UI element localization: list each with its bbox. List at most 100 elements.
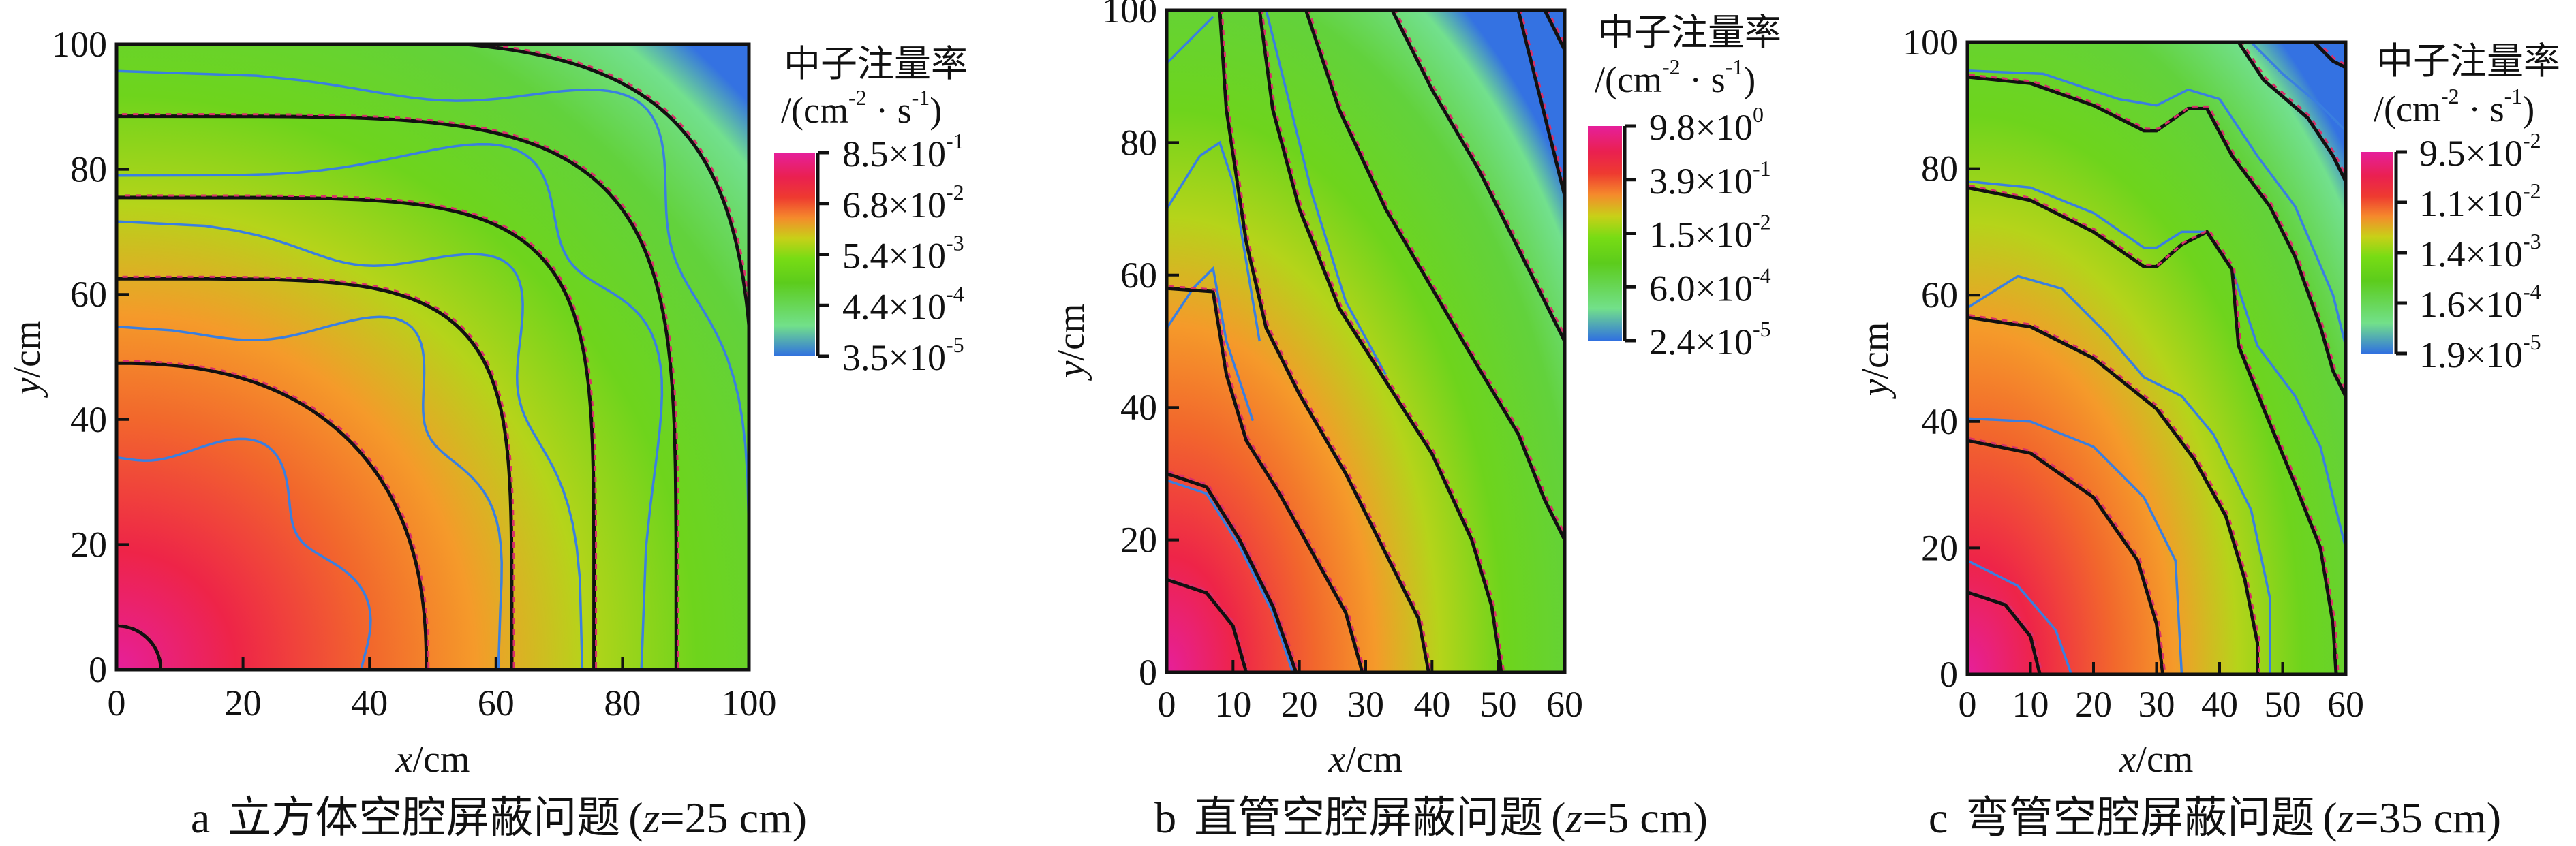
contour-black <box>1967 185 2338 674</box>
x-tick-label: 0 <box>108 683 126 723</box>
contour-blue <box>1967 180 2346 548</box>
colorbar-tick-label: 9.8×100 <box>1649 102 1764 148</box>
y-tick-label: 60 <box>70 274 107 315</box>
contour-black <box>1304 10 1565 541</box>
caption-title: 直管空腔屏蔽问题 <box>1194 794 1543 842</box>
caption-paren: ( <box>2322 794 2337 842</box>
x-tick-label: 20 <box>1281 684 1318 725</box>
colorbar-tick-label: 1.4×10-3 <box>2419 229 2541 275</box>
unit-part: /(cm <box>1595 59 1662 100</box>
contour-blue <box>117 315 503 670</box>
y-axis-label: y/cm <box>1854 322 1897 400</box>
heatmap-field <box>1967 42 2346 674</box>
colorbar-tick-exponent: -4 <box>946 281 964 306</box>
colorbar-tick-exponent: -5 <box>1753 317 1771 341</box>
colorbar-tick-label: 2.4×10-5 <box>1649 317 1771 362</box>
contour-dashed <box>118 360 430 668</box>
panel-c: 0 10 20 30 40 50 60020406080100x/cmy/cm中子注量率/(… <box>1854 22 2560 842</box>
unit-part: · s <box>867 90 912 131</box>
colorbar-tick-mantissa: 1.4×10 <box>2419 234 2523 275</box>
x-axis-label: x/cm <box>2119 738 2194 781</box>
x-tick-label: 40 <box>351 683 388 723</box>
caption-letter: b <box>1154 794 1176 842</box>
x-axis-unit: /cm <box>2136 738 2193 781</box>
y-tick-label: 100 <box>52 24 107 65</box>
colorbar-tick-label: 1.1×10-2 <box>2419 178 2541 224</box>
y-tick-label: 80 <box>1921 148 1958 189</box>
y-axis-label: y/cm <box>1050 304 1092 381</box>
y-axis-var: y <box>6 377 48 398</box>
y-axis-unit: /cm <box>1854 322 1897 379</box>
colorbar-tick-mantissa: 1.9×10 <box>2419 334 2523 375</box>
contour-black <box>1167 286 1364 672</box>
y-tick-label: 40 <box>1921 401 1958 442</box>
caption-letter: a <box>191 794 210 842</box>
unit-part: · s <box>1681 59 1726 100</box>
contour-black <box>2237 42 2346 183</box>
x-tick-label: 20 <box>225 683 262 723</box>
contour-black <box>1967 75 2346 397</box>
contour-lines <box>1967 42 2346 674</box>
contour-black <box>443 44 749 346</box>
colorbar-tick-mantissa: 4.4×10 <box>842 286 946 327</box>
colorbar-gradient <box>2361 152 2393 354</box>
unit-exponent: -2 <box>848 85 867 110</box>
contour-black <box>1218 10 1430 672</box>
caption-title: 弯管空腔屏蔽问题 <box>1965 794 2314 842</box>
panel-caption: c 弯管空腔屏蔽问题 (z=35 cm) <box>1929 794 2501 842</box>
colorbar-tick-label: 1.9×10-5 <box>2419 330 2541 375</box>
colorbar-tick-exponent: -4 <box>2523 279 2541 304</box>
panel-caption: a 立方体空腔屏蔽问题 (z=25 cm) <box>191 794 807 842</box>
contour-blue <box>1265 10 1387 375</box>
x-axis-var: x <box>2119 738 2136 781</box>
x-tick-label: 0 <box>1959 684 1977 725</box>
x-tick-label: 30 <box>2138 684 2175 725</box>
colorbar-tick-exponent: -3 <box>2523 229 2541 253</box>
x-tick-label: 50 <box>2265 684 2301 725</box>
unit-part: /(cm <box>781 90 848 131</box>
caption-title: 立方体空腔屏蔽问题 <box>228 794 620 842</box>
unit-part: · s <box>2459 89 2504 129</box>
colorbar-tick-mantissa: 5.4×10 <box>842 236 946 277</box>
contour-blue <box>1167 16 1214 65</box>
colorbar-title: 中子注量率 <box>2376 41 2560 82</box>
x-tick-label: 20 <box>2075 684 2112 725</box>
colorbar-tick-label: 5.4×10-3 <box>842 231 964 277</box>
heatmap-field <box>1167 10 1565 672</box>
y-tick-label: 60 <box>1120 255 1157 296</box>
x-tick-label: 100 <box>722 683 777 723</box>
caption-rest: =25 cm) <box>660 794 808 842</box>
caption-var: z <box>1565 794 1582 842</box>
contour-blue <box>1967 417 2183 674</box>
y-tick-label: 20 <box>70 524 107 565</box>
colorbar-unit: /(cm-2 · s-1) <box>2374 84 2534 129</box>
colorbar-tick-mantissa: 8.5×10 <box>842 134 946 174</box>
colorbar: 中子注量率/(cm-2 · s-1)9.5×10-21.1×10-21.4×10… <box>2361 41 2560 375</box>
contour-dashed <box>1969 589 2043 673</box>
y-tick-label: 40 <box>70 399 107 440</box>
contour-blue <box>1167 140 1261 342</box>
contour-blue <box>1967 559 2073 674</box>
colorbar-tick-label: 1.5×10-2 <box>1649 210 1771 255</box>
contour-dashed <box>118 194 598 668</box>
contour-lines <box>1167 10 1565 672</box>
y-axis-label: y/cm <box>6 321 48 398</box>
heatmap-field <box>117 44 749 670</box>
contour-dashed <box>1168 285 1366 671</box>
colorbar-tick-exponent: -2 <box>2523 178 2541 203</box>
colorbar-tick-exponent: -2 <box>2523 128 2541 153</box>
y-tick-label: 80 <box>70 149 107 190</box>
y-tick-label: 60 <box>1921 275 1958 315</box>
x-tick-label: 40 <box>2201 684 2238 725</box>
colorbar-gradient <box>774 153 815 356</box>
contour-black <box>117 361 429 670</box>
caption-var: z <box>643 794 660 842</box>
colorbar-tick-exponent: -1 <box>1753 156 1771 181</box>
x-axis-var: x <box>1328 738 1346 781</box>
colorbar-tick-exponent: -2 <box>1753 210 1771 234</box>
contour-dashed <box>1394 10 1565 338</box>
contour-dashed <box>1969 437 2166 673</box>
y-tick-label: 80 <box>1120 122 1157 163</box>
colorbar-tick-label: 8.5×10-1 <box>842 129 964 174</box>
contour-lines <box>117 44 749 670</box>
